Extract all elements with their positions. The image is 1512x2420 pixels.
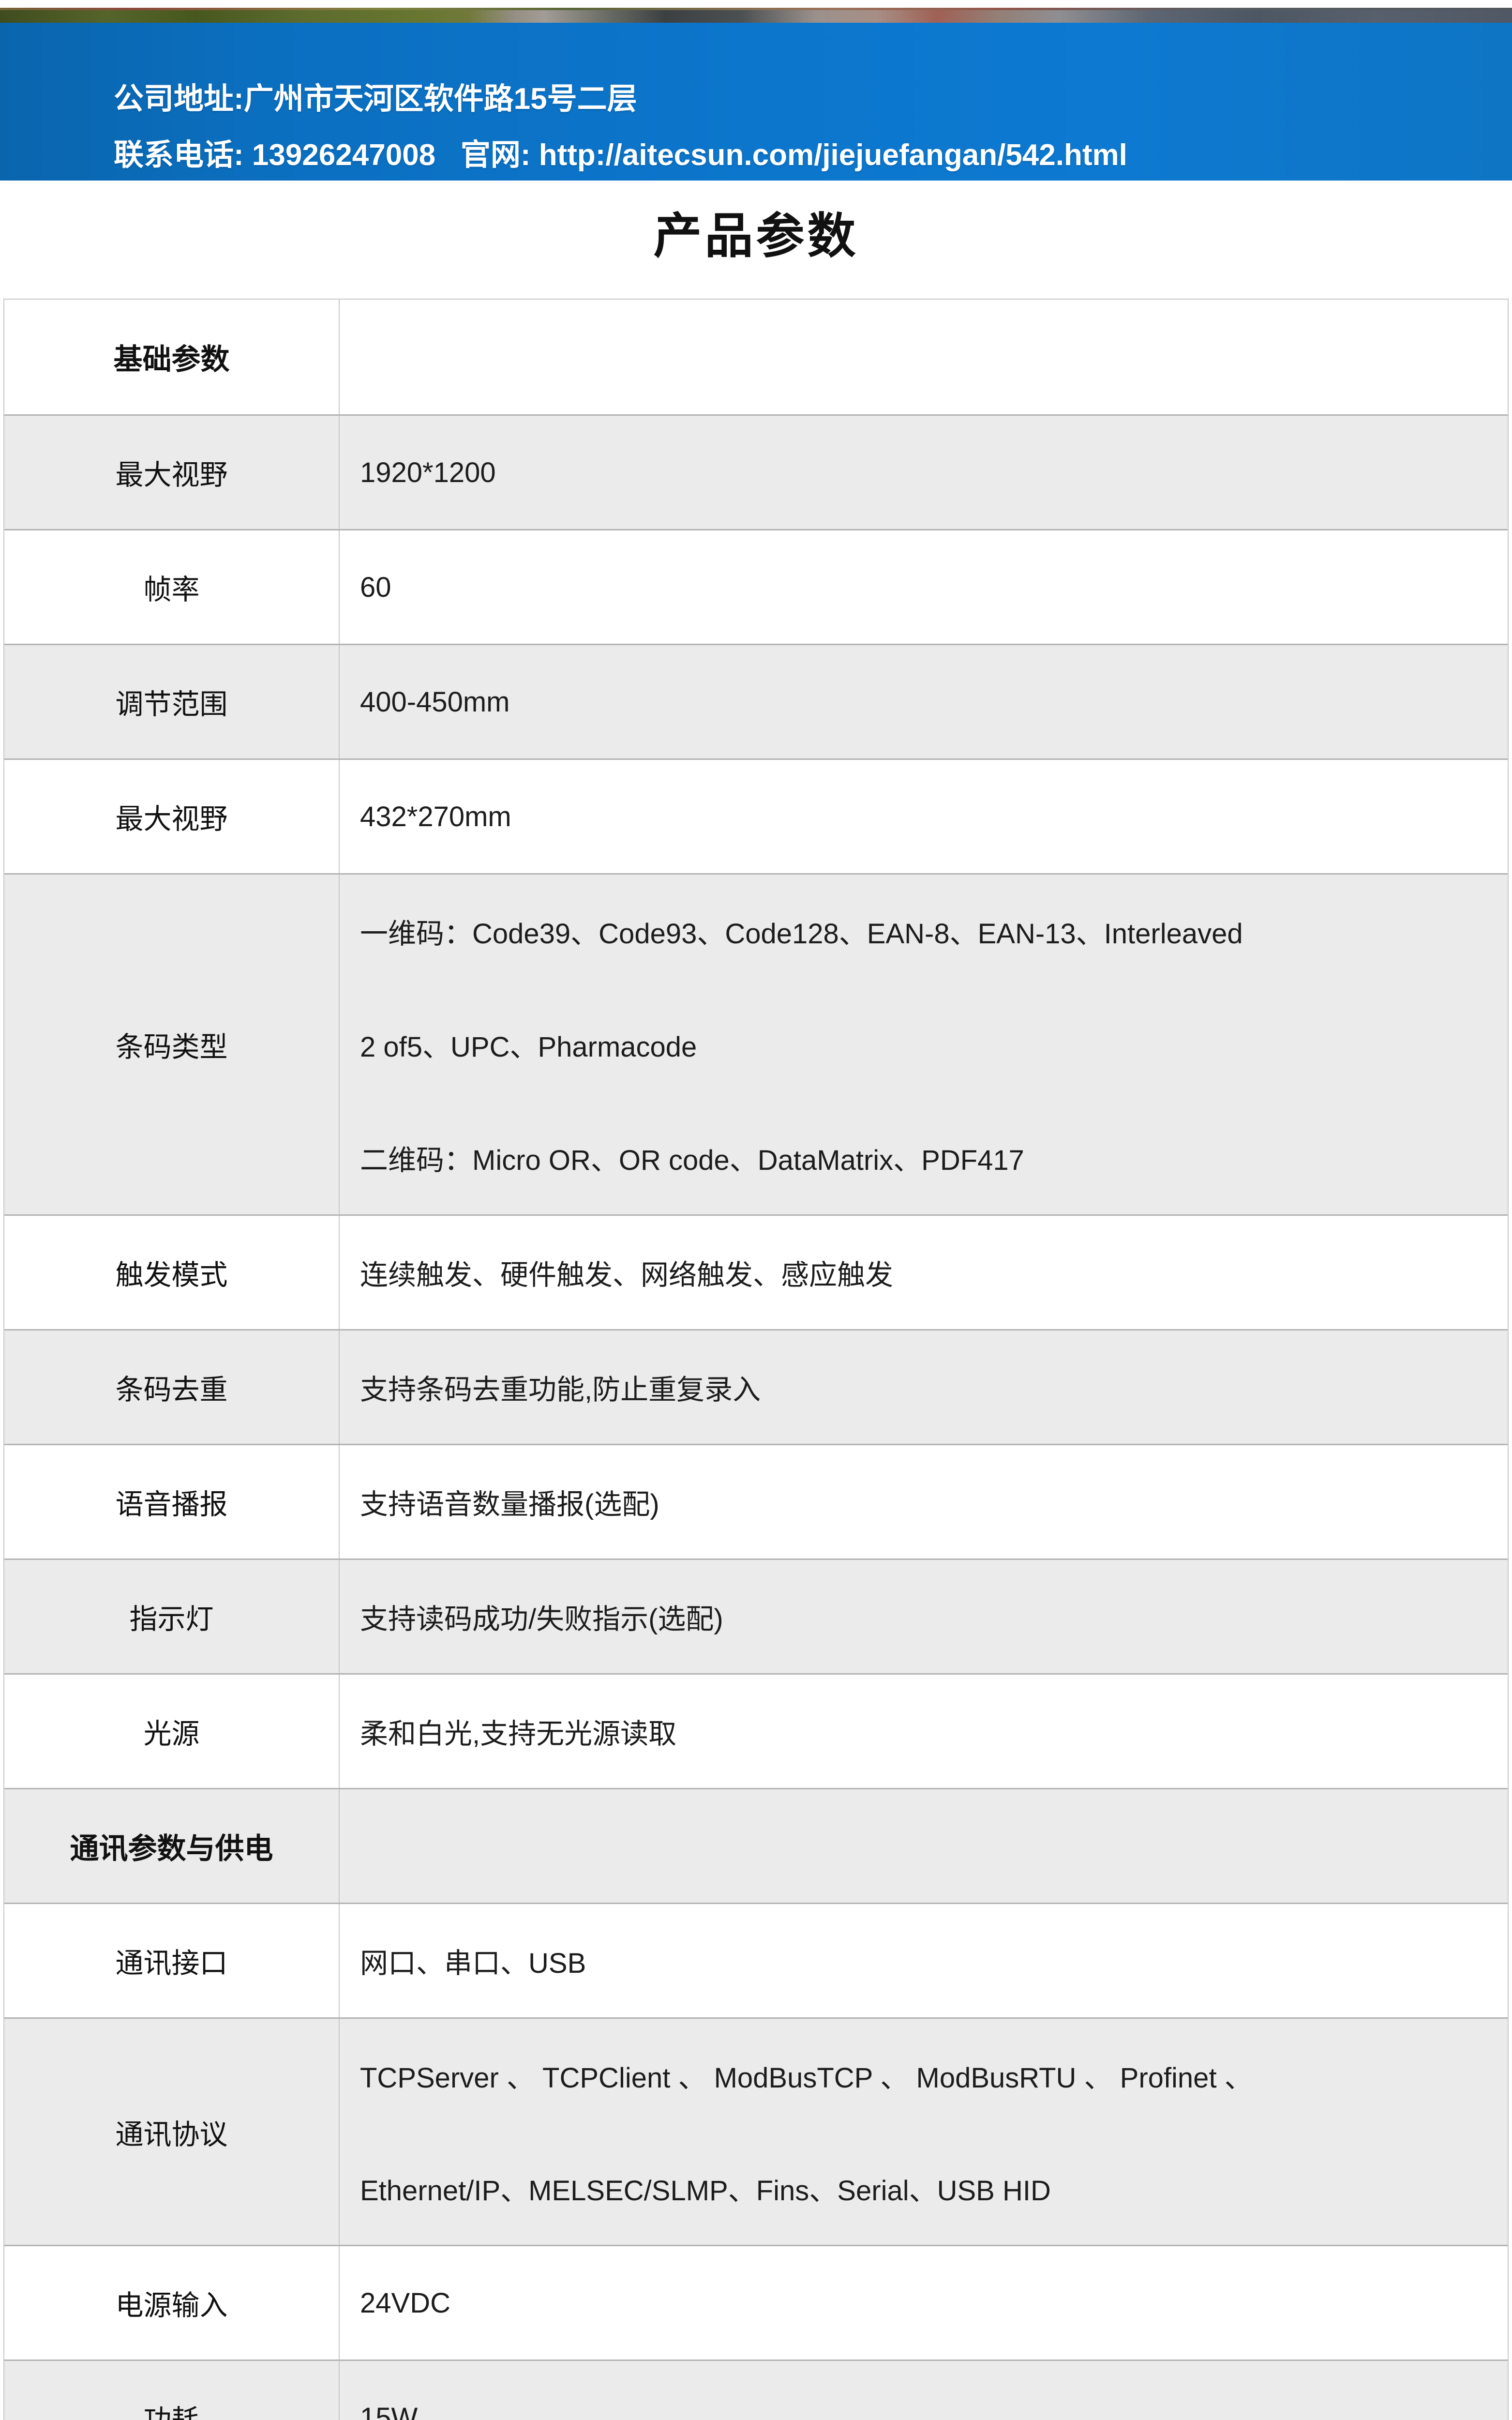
- param-value: 60: [340, 530, 1508, 644]
- param-name: 条码去重: [4, 1331, 340, 1444]
- table-row: 电源输入 24VDC: [4, 2245, 1508, 2360]
- param-name: 功耗: [4, 2361, 340, 2420]
- table-row: 条码去重 支持条码去重功能,防止重复录入: [4, 1329, 1508, 1444]
- param-value-line: 2 of5、UPC、Pharmacode: [360, 1031, 697, 1063]
- table-row: 功耗 15W: [4, 2360, 1508, 2420]
- param-value: 网口、串口、USB: [340, 1904, 1508, 2017]
- param-value: 1920*1200: [340, 416, 1508, 529]
- param-name: 语音播报: [4, 1445, 340, 1558]
- param-value-line: 400-450mm: [360, 686, 510, 718]
- param-value-line: 60: [360, 571, 391, 603]
- param-name: 通讯接口: [4, 1904, 340, 2017]
- table-row: 帧率 60: [4, 529, 1508, 644]
- param-name: 触发模式: [4, 1216, 340, 1329]
- param-value: 432*270mm: [340, 760, 1508, 873]
- param-value-line: 15W: [360, 2402, 418, 2420]
- param-name: 调节范围: [4, 645, 340, 758]
- table-row: 触发模式 连续触发、硬件触发、网络触发、感应触发: [4, 1214, 1508, 1329]
- param-value: 15W: [340, 2361, 1508, 2420]
- param-value-line: 一维码：Code39、Code93、Code128、EAN-8、EAN-13、I…: [360, 918, 1243, 950]
- table-row: 调节范围 400-450mm: [4, 644, 1508, 758]
- table-row: 通讯参数与供电: [4, 1788, 1508, 1903]
- param-value: 支持读码成功/失败指示(选配): [340, 1560, 1508, 1673]
- param-value: 一维码：Code39、Code93、Code128、EAN-8、EAN-13、I…: [340, 875, 1508, 1214]
- table-row: 指示灯 支持读码成功/失败指示(选配): [4, 1558, 1508, 1673]
- param-name: 帧率: [4, 530, 340, 644]
- table-row: 条码类型 一维码：Code39、Code93、Code128、EAN-8、EAN…: [4, 873, 1508, 1214]
- table-row: 最大视野 1920*1200: [4, 414, 1508, 529]
- table-row: 基础参数: [4, 300, 1508, 414]
- table-row: 语音播报 支持语音数量播报(选配): [4, 1444, 1508, 1558]
- header-photo-strip: [0, 10, 1512, 23]
- param-name: 光源: [4, 1675, 340, 1788]
- param-value-line: 支持条码去重功能,防止重复录入: [360, 1374, 761, 1406]
- param-name: 基础参数: [4, 300, 340, 414]
- param-name: 通讯协议: [4, 2019, 340, 2245]
- table-row: 通讯接口 网口、串口、USB: [4, 1903, 1508, 2017]
- page-title: 产品参数: [653, 209, 859, 263]
- param-value: 支持语音数量播报(选配): [340, 1445, 1508, 1558]
- param-name: 最大视野: [4, 416, 340, 529]
- contact-phone-website-text: 联系电话: 13926247008 官网: http://aitecsun.co…: [114, 138, 1127, 172]
- company-address-text: 公司地址:广州市天河区软件路15号二层: [114, 82, 637, 116]
- param-value: [340, 300, 1508, 414]
- contact-banner: 公司地址:广州市天河区软件路15号二层 联系电话: 13926247008 官网…: [0, 23, 1512, 181]
- param-value: 400-450mm: [340, 645, 1508, 758]
- param-name: 条码类型: [4, 875, 340, 1214]
- table-row: 通讯协议 TCPServer 、 TCPClient 、 ModBusTCP 、…: [4, 2017, 1508, 2245]
- param-value-line: Ethernet/IP、MELSEC/SLMP、Fins、Serial、USB …: [360, 2175, 1051, 2207]
- param-value-line: 支持语音数量播报(选配): [360, 1489, 659, 1520]
- param-value-line: 连续触发、硬件触发、网络触发、感应触发: [360, 1259, 894, 1291]
- param-value: 支持条码去重功能,防止重复录入: [340, 1331, 1508, 1444]
- param-value-line: 二维码：Micro OR、OR code、DataMatrix、PDF417: [360, 1145, 1024, 1176]
- param-name: 最大视野: [4, 760, 340, 873]
- param-name: 指示灯: [4, 1560, 340, 1673]
- table-row: 光源 柔和白光,支持无光源读取: [4, 1673, 1508, 1788]
- param-value-line: 柔和白光,支持无光源读取: [360, 1718, 677, 1750]
- param-value-line: TCPServer 、 TCPClient 、 ModBusTCP 、 ModB…: [360, 2062, 1253, 2094]
- param-name: 通讯参数与供电: [4, 1789, 340, 1903]
- table-row: 最大视野 432*270mm: [4, 758, 1508, 873]
- param-value-line: 24VDC: [360, 2287, 450, 2319]
- param-value-line: 432*270mm: [360, 801, 511, 832]
- param-value: 连续触发、硬件触发、网络触发、感应触发: [340, 1216, 1508, 1329]
- spec-table: 基础参数 最大视野 1920*1200 帧率 60 调节范围 400-450mm…: [3, 299, 1509, 2420]
- param-value: 24VDC: [340, 2246, 1508, 2360]
- param-value-line: 支持读码成功/失败指示(选配): [360, 1603, 723, 1635]
- spec-table-body: 基础参数 最大视野 1920*1200 帧率 60 调节范围 400-450mm…: [4, 300, 1508, 2420]
- param-value: 柔和白光,支持无光源读取: [340, 1675, 1508, 1788]
- param-value: TCPServer 、 TCPClient 、 ModBusTCP 、 ModB…: [340, 2019, 1508, 2245]
- param-value-line: 网口、串口、USB: [360, 1948, 586, 1979]
- param-value-line: 1920*1200: [360, 456, 496, 488]
- param-value: [340, 1789, 1508, 1903]
- param-name: 电源输入: [4, 2246, 340, 2360]
